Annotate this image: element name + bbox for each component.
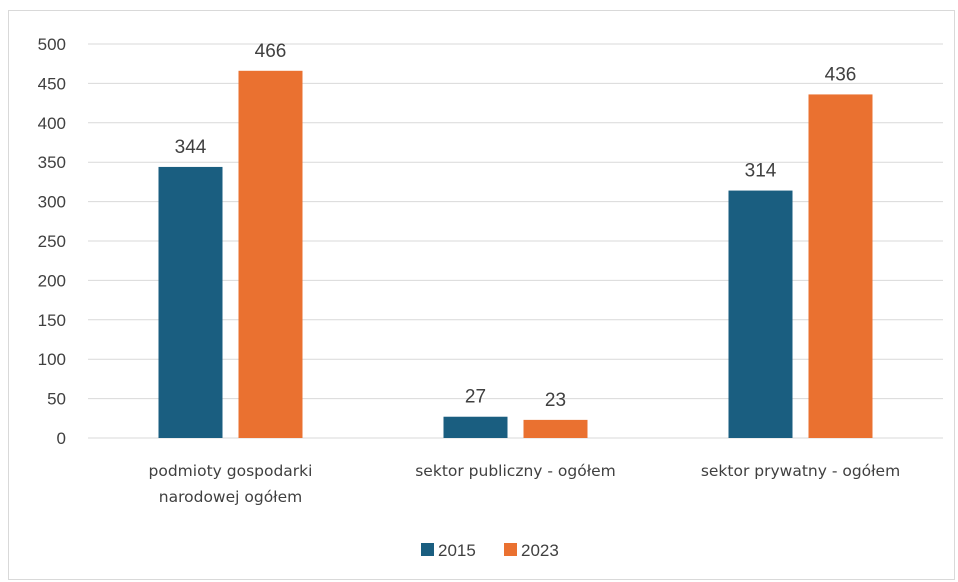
legend-swatch [421, 543, 434, 556]
y-tick-label: 250 [38, 232, 66, 251]
y-tick-label: 400 [38, 114, 66, 133]
data-label: 314 [745, 161, 777, 182]
category-label: sektor prywatny - ogółem [701, 462, 900, 480]
data-label: 436 [825, 64, 857, 85]
y-tick-label: 300 [38, 193, 66, 212]
bar-2023 [238, 70, 303, 439]
data-labels: 344 466 27 23 314 436 [175, 41, 857, 411]
legend-label: 2015 [438, 541, 476, 560]
legend-label: 2023 [521, 541, 559, 560]
legend-swatch [504, 543, 517, 556]
category-label: podmioty gospodarki [149, 462, 313, 480]
bars [158, 70, 873, 439]
y-tick-label: 500 [38, 35, 66, 54]
bar-2023 [808, 94, 873, 438]
data-label: 466 [255, 41, 287, 62]
bar-2015 [443, 416, 508, 438]
y-tick-label: 200 [38, 271, 66, 290]
legend: 2015 2023 [421, 541, 559, 560]
x-axis-category-labels: podmioty gospodarki narodowej ogółem sekto… [149, 462, 901, 506]
y-tick-label: 350 [38, 153, 66, 172]
y-tick-label: 50 [47, 390, 66, 409]
data-label: 344 [175, 137, 207, 158]
data-label: 27 [465, 387, 486, 408]
y-tick-label: 150 [38, 311, 66, 330]
bar-2015 [158, 166, 223, 439]
y-axis-tick-labels: 0 50 100 150 200 250 300 350 400 450 500 [38, 35, 66, 448]
gridlines [88, 43, 943, 439]
y-tick-label: 100 [38, 350, 66, 369]
data-label: 23 [545, 390, 566, 411]
bar-2023 [523, 419, 588, 438]
y-tick-label: 0 [57, 429, 66, 448]
bar-2015 [728, 190, 793, 438]
category-label: narodowej ogółem [159, 488, 302, 506]
category-label: sektor publiczny - ogółem [415, 462, 616, 480]
y-tick-label: 450 [38, 74, 66, 93]
